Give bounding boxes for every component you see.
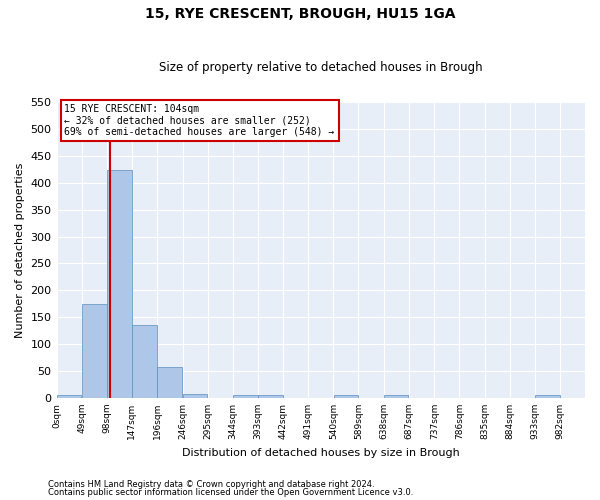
Bar	[258, 395, 283, 398]
Bar	[157, 366, 182, 398]
Bar	[57, 395, 82, 398]
Text: Contains public sector information licensed under the Open Government Licence v3: Contains public sector information licen…	[48, 488, 413, 497]
Text: Contains HM Land Registry data © Crown copyright and database right 2024.: Contains HM Land Registry data © Crown c…	[48, 480, 374, 489]
Bar	[132, 326, 157, 398]
Y-axis label: Number of detached properties: Number of detached properties	[15, 162, 25, 338]
Bar	[384, 395, 409, 398]
Bar	[334, 395, 358, 398]
Bar	[183, 394, 208, 398]
Bar	[233, 394, 258, 398]
Title: Size of property relative to detached houses in Brough: Size of property relative to detached ho…	[159, 62, 482, 74]
X-axis label: Distribution of detached houses by size in Brough: Distribution of detached houses by size …	[182, 448, 460, 458]
Text: 15 RYE CRESCENT: 104sqm
← 32% of detached houses are smaller (252)
69% of semi-d: 15 RYE CRESCENT: 104sqm ← 32% of detache…	[64, 104, 335, 136]
Bar	[107, 170, 131, 398]
Bar	[535, 395, 560, 398]
Text: 15, RYE CRESCENT, BROUGH, HU15 1GA: 15, RYE CRESCENT, BROUGH, HU15 1GA	[145, 8, 455, 22]
Bar	[82, 304, 107, 398]
